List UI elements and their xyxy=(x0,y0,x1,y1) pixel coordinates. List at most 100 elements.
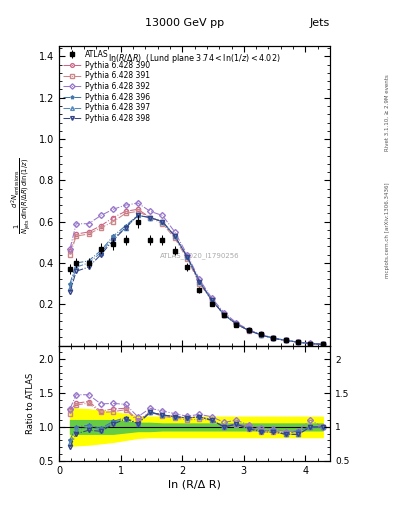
Pythia 6.428 397 xyxy=(68,285,72,291)
X-axis label: ln (R/Δ R): ln (R/Δ R) xyxy=(168,480,221,490)
Pythia 6.428 392 xyxy=(320,342,325,348)
Pythia 6.428 396 xyxy=(246,327,251,333)
Pythia 6.428 398 xyxy=(234,321,239,327)
Pythia 6.428 391 xyxy=(296,339,300,346)
Pythia 6.428 398 xyxy=(160,219,165,225)
Pythia 6.428 397 xyxy=(160,219,165,225)
Pythia 6.428 390 xyxy=(222,311,226,317)
Pythia 6.428 390 xyxy=(320,342,325,348)
Pythia 6.428 398 xyxy=(136,212,140,219)
Pythia 6.428 398 xyxy=(283,337,288,344)
Pythia 6.428 397 xyxy=(74,264,79,270)
Pythia 6.428 392 xyxy=(296,339,300,345)
Pythia 6.428 392 xyxy=(308,340,313,347)
Pythia 6.428 392 xyxy=(197,276,202,283)
Pythia 6.428 391 xyxy=(111,219,116,225)
Pythia 6.428 391 xyxy=(234,321,239,327)
Y-axis label: Ratio to ATLAS: Ratio to ATLAS xyxy=(26,373,35,434)
Pythia 6.428 392 xyxy=(99,212,103,219)
Pythia 6.428 396 xyxy=(86,258,91,264)
Pythia 6.428 390 xyxy=(148,215,152,221)
Pythia 6.428 391 xyxy=(271,335,276,342)
Pythia 6.428 392 xyxy=(222,309,226,315)
Pythia 6.428 390 xyxy=(99,223,103,229)
Pythia 6.428 396 xyxy=(136,212,140,219)
Pythia 6.428 391 xyxy=(68,251,72,258)
Pythia 6.428 391 xyxy=(74,233,79,239)
Pythia 6.428 391 xyxy=(136,208,140,215)
Pythia 6.428 398 xyxy=(271,335,276,342)
Pythia 6.428 390 xyxy=(283,337,288,344)
Pythia 6.428 398 xyxy=(148,215,152,221)
Pythia 6.428 397 xyxy=(271,335,276,341)
Pythia 6.428 398 xyxy=(246,328,251,334)
Pythia 6.428 392 xyxy=(185,251,189,258)
Pythia 6.428 396 xyxy=(283,337,288,344)
Line: Pythia 6.428 391: Pythia 6.428 391 xyxy=(68,209,325,347)
Pythia 6.428 396 xyxy=(320,342,325,348)
Pythia 6.428 391 xyxy=(160,221,165,227)
Pythia 6.428 396 xyxy=(259,332,263,338)
Pythia 6.428 390 xyxy=(68,247,72,253)
Line: Pythia 6.428 390: Pythia 6.428 390 xyxy=(68,207,325,347)
Pythia 6.428 396 xyxy=(99,247,103,253)
Pythia 6.428 398 xyxy=(222,311,226,317)
Pythia 6.428 390 xyxy=(197,279,202,285)
Text: ATLAS_2020_I1790256: ATLAS_2020_I1790256 xyxy=(160,252,240,259)
Pythia 6.428 397 xyxy=(197,279,202,285)
Pythia 6.428 396 xyxy=(173,233,177,239)
Pythia 6.428 396 xyxy=(123,223,128,229)
Pythia 6.428 398 xyxy=(197,279,202,285)
Pythia 6.428 390 xyxy=(271,335,276,341)
Pythia 6.428 391 xyxy=(308,340,313,347)
Pythia 6.428 392 xyxy=(234,320,239,326)
Pythia 6.428 398 xyxy=(209,297,214,303)
Pythia 6.428 396 xyxy=(185,254,189,260)
Pythia 6.428 392 xyxy=(111,206,116,212)
Pythia 6.428 397 xyxy=(296,339,300,346)
Pythia 6.428 391 xyxy=(86,231,91,237)
Pythia 6.428 390 xyxy=(111,215,116,221)
Pythia 6.428 397 xyxy=(111,235,116,241)
Pythia 6.428 398 xyxy=(68,289,72,295)
Pythia 6.428 391 xyxy=(148,215,152,221)
Pythia 6.428 396 xyxy=(148,215,152,221)
Pythia 6.428 390 xyxy=(160,219,165,225)
Pythia 6.428 397 xyxy=(222,311,226,317)
Pythia 6.428 397 xyxy=(148,215,152,221)
Pythia 6.428 392 xyxy=(136,200,140,206)
Pythia 6.428 397 xyxy=(283,337,288,344)
Pythia 6.428 396 xyxy=(111,233,116,239)
Pythia 6.428 392 xyxy=(74,221,79,227)
Text: 13000 GeV pp: 13000 GeV pp xyxy=(145,18,224,28)
Pythia 6.428 392 xyxy=(173,229,177,235)
Pythia 6.428 398 xyxy=(111,237,116,243)
Text: Rivet 3.1.10, ≥ 2.9M events: Rivet 3.1.10, ≥ 2.9M events xyxy=(385,74,389,151)
Line: Pythia 6.428 398: Pythia 6.428 398 xyxy=(68,214,325,347)
Pythia 6.428 396 xyxy=(160,219,165,225)
Pythia 6.428 390 xyxy=(234,321,239,327)
Pythia 6.428 398 xyxy=(173,233,177,239)
Pythia 6.428 396 xyxy=(68,281,72,287)
Pythia 6.428 390 xyxy=(246,327,251,333)
Pythia 6.428 392 xyxy=(86,221,91,227)
Pythia 6.428 390 xyxy=(259,332,263,338)
Pythia 6.428 390 xyxy=(74,231,79,237)
Line: Pythia 6.428 392: Pythia 6.428 392 xyxy=(68,201,325,347)
Pythia 6.428 396 xyxy=(74,260,79,266)
Pythia 6.428 391 xyxy=(185,256,189,262)
Pythia 6.428 397 xyxy=(173,233,177,239)
Pythia 6.428 390 xyxy=(136,206,140,212)
Pythia 6.428 396 xyxy=(197,279,202,285)
Pythia 6.428 397 xyxy=(234,321,239,327)
Pythia 6.428 390 xyxy=(86,229,91,235)
Pythia 6.428 392 xyxy=(148,208,152,215)
Pythia 6.428 398 xyxy=(99,251,103,258)
Pythia 6.428 397 xyxy=(259,332,263,338)
Pythia 6.428 396 xyxy=(271,335,276,341)
Pythia 6.428 397 xyxy=(86,260,91,266)
Pythia 6.428 398 xyxy=(259,332,263,338)
Pythia 6.428 392 xyxy=(246,327,251,333)
Line: Pythia 6.428 396: Pythia 6.428 396 xyxy=(68,214,325,347)
Pythia 6.428 398 xyxy=(320,342,325,348)
